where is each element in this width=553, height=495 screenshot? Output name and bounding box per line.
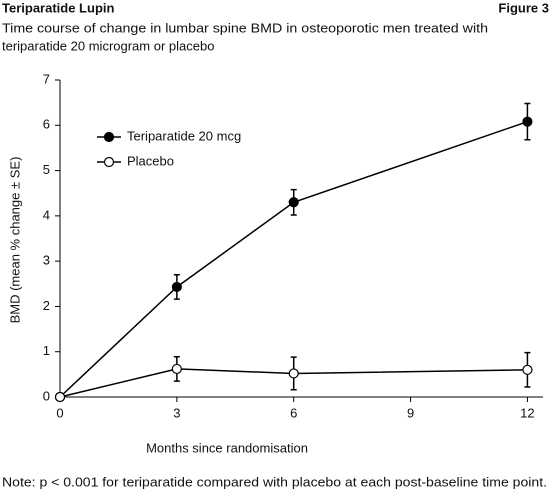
x-tick-label: 12	[520, 405, 534, 420]
marker	[522, 364, 533, 375]
series-line	[59, 120, 528, 398]
note: Note: p < 0.001 for teriparatide compare…	[2, 474, 547, 489]
marker	[54, 391, 66, 403]
series-line	[59, 368, 528, 398]
y-tick-label: 3	[43, 253, 50, 268]
y-tick-label: 6	[43, 117, 50, 132]
legend-label: Teriparatide 20 mcg	[127, 128, 241, 143]
y-tick-label: 4	[43, 207, 50, 222]
x-tick-label: 3	[173, 405, 180, 420]
marker	[171, 281, 182, 293]
legend-label: Placebo	[127, 153, 174, 168]
x-axis-label: Months since randomisation	[146, 440, 308, 455]
figure-label: Figure 3	[498, 0, 549, 15]
legend-marker	[103, 131, 115, 143]
header-title: Teriparatide Lupin	[2, 0, 114, 15]
x-tick-label: 9	[407, 405, 414, 420]
y-tick-label: 0	[43, 388, 50, 403]
marker	[171, 363, 182, 375]
y-axis-label: BMD (mean % change ± SE)	[7, 157, 22, 324]
x-tick-label: 6	[290, 405, 297, 420]
y-tick-label: 7	[43, 71, 50, 86]
y-tick-label: 5	[43, 162, 50, 177]
marker	[288, 197, 299, 208]
marker	[522, 116, 533, 127]
y-tick-label: 1	[43, 343, 50, 358]
marker	[288, 368, 299, 379]
chart-title: teriparatide 20 microgram or placebo	[2, 38, 214, 53]
y-tick-label: 2	[43, 298, 50, 313]
x-tick-label: 0	[56, 405, 63, 420]
legend-marker	[103, 156, 115, 168]
chart-title: Time course of change in lumbar spine BM…	[2, 20, 488, 35]
